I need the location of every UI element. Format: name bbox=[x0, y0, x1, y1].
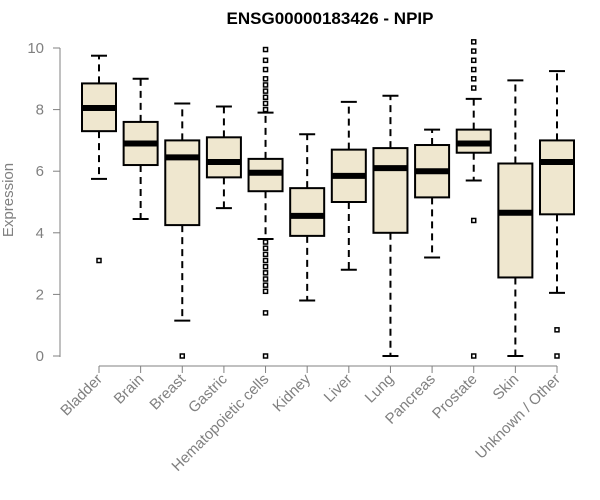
iqr-box bbox=[539, 139, 575, 216]
box-group bbox=[539, 70, 575, 359]
outlier-point bbox=[262, 353, 269, 359]
box-group bbox=[497, 79, 534, 357]
outlier-point bbox=[262, 100, 269, 107]
outlier-point bbox=[470, 57, 477, 64]
iqr-box bbox=[372, 147, 409, 234]
x-tick-label: Liver bbox=[321, 371, 356, 406]
box-group bbox=[122, 77, 159, 220]
outlier-point bbox=[262, 66, 269, 73]
outlier-point bbox=[262, 288, 269, 295]
outlier-point bbox=[262, 46, 269, 53]
outlier-point bbox=[262, 82, 269, 88]
box-group bbox=[205, 105, 242, 210]
outlier-point bbox=[262, 276, 269, 282]
outlier-point bbox=[470, 76, 477, 82]
outlier-point bbox=[262, 263, 269, 270]
outlier-point bbox=[470, 48, 477, 54]
box-group bbox=[247, 46, 284, 359]
x-tick-label: Brain bbox=[111, 371, 148, 408]
box-group bbox=[164, 102, 201, 359]
y-axis-ticks: 0 2 4 6 8 10 bbox=[27, 40, 60, 365]
x-tick-label: Kidney bbox=[270, 370, 315, 415]
outlier-point bbox=[262, 88, 269, 94]
box-group bbox=[289, 133, 326, 302]
outlier-point bbox=[470, 217, 477, 224]
box-group bbox=[455, 39, 492, 359]
x-tick-label: Skin bbox=[490, 371, 523, 404]
iqr-box bbox=[205, 136, 242, 179]
y-tick-label: 6 bbox=[36, 163, 44, 180]
chart-title: ENSG00000183426 - NPIP bbox=[227, 9, 434, 28]
outlier-point bbox=[554, 327, 560, 333]
outlier-point bbox=[262, 257, 269, 264]
iqr-box bbox=[497, 162, 534, 279]
x-tick-label: Bladder bbox=[57, 371, 106, 420]
x-tick-label: Prostate bbox=[429, 371, 481, 423]
outlier-point bbox=[470, 39, 477, 45]
box-group bbox=[372, 94, 409, 357]
outlier-point bbox=[470, 353, 477, 359]
iqr-box bbox=[164, 139, 201, 227]
box-series bbox=[81, 39, 575, 359]
outlier-point bbox=[262, 270, 269, 276]
outlier-point bbox=[262, 239, 269, 245]
x-tick-label: Lung bbox=[362, 371, 398, 407]
box-group bbox=[414, 128, 451, 259]
outlier-point bbox=[470, 85, 477, 91]
outlier-point bbox=[262, 94, 269, 101]
outlier-point bbox=[96, 257, 102, 264]
outlier-point bbox=[262, 245, 269, 251]
y-tick-label: 8 bbox=[36, 102, 44, 119]
y-axis-title: Expression bbox=[0, 163, 17, 237]
y-tick-label: 4 bbox=[36, 225, 44, 242]
outlier-point bbox=[262, 282, 269, 288]
outlier-point bbox=[179, 353, 186, 359]
outlier-point bbox=[262, 310, 269, 316]
y-tick-label: 10 bbox=[27, 40, 44, 57]
outlier-point bbox=[262, 106, 269, 113]
y-tick-label: 0 bbox=[36, 348, 44, 365]
y-tick-label: 2 bbox=[36, 286, 44, 303]
outlier-point bbox=[262, 76, 269, 82]
x-tick-label: Breast bbox=[146, 370, 189, 413]
box-group bbox=[81, 54, 117, 264]
outlier-point bbox=[554, 353, 560, 359]
outlier-point bbox=[470, 66, 477, 73]
outlier-point bbox=[262, 57, 269, 64]
outlier-point bbox=[262, 251, 269, 258]
box-group bbox=[330, 100, 367, 271]
iqr-box bbox=[289, 187, 326, 237]
